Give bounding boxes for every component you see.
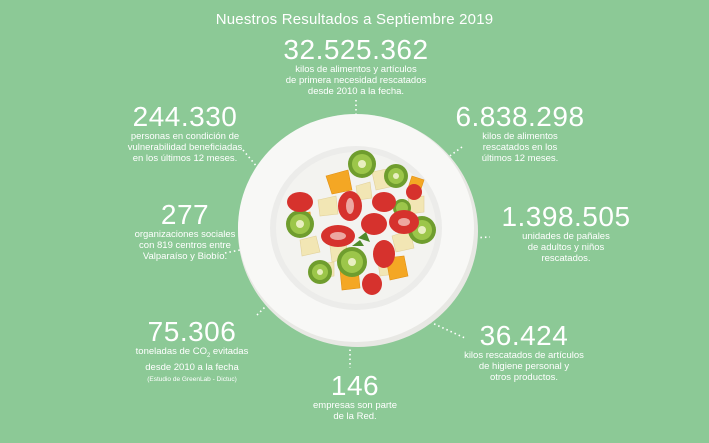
stat-companies: 146 empresas son parte de la Red. bbox=[280, 370, 430, 423]
stat-value: 36.424 bbox=[479, 320, 569, 351]
stat-desc-line: personas en condición de bbox=[130, 131, 240, 142]
co2-text-end: evitadas bbox=[210, 346, 249, 357]
stat-value: 277 bbox=[160, 199, 210, 230]
stat-desc-line: de adultos y niños bbox=[527, 242, 605, 253]
stat-desc-line: toneladas de CO2 evitadas bbox=[112, 346, 272, 362]
stat-desc-line: kilos rescatados de artículos bbox=[464, 350, 584, 361]
stat-hygiene: 36.424 kilos rescatados de artículos de … bbox=[444, 320, 604, 384]
stat-desc-line: vulnerabilidad beneficiadas bbox=[127, 142, 243, 153]
stat-value: 1.398.505 bbox=[501, 201, 631, 232]
stat-desc-line: kilos de alimentos y artículos bbox=[295, 64, 417, 75]
stat-desc-line: en los últimos 12 meses. bbox=[132, 153, 238, 164]
stat-desc-line: últimos 12 meses. bbox=[481, 153, 559, 164]
stat-desc-line: empresas son parte bbox=[313, 400, 397, 411]
stat-people: 244.330 personas en condición de vulnera… bbox=[110, 101, 260, 165]
kiwi-slices bbox=[286, 150, 436, 284]
stat-desc-line: Valparaíso y Biobío. bbox=[142, 251, 228, 262]
fruit-salad bbox=[286, 150, 436, 295]
connector-top-right bbox=[446, 146, 463, 159]
stat-desc-line: otros productos. bbox=[489, 372, 559, 383]
stat-diapers: 1.398.505 unidades de pañales de adultos… bbox=[486, 201, 646, 265]
stat-desc-line: de primera necesidad rescatados bbox=[285, 75, 427, 86]
stat-desc-line: unidades de pañales bbox=[522, 231, 610, 242]
stat-desc-line: de la Red. bbox=[333, 411, 377, 422]
stat-food-12m: 6.838.298 kilos de alimentos rescatados … bbox=[440, 101, 600, 165]
co2-subscript: 2 bbox=[206, 352, 211, 359]
stat-desc-line: kilos de alimentos bbox=[482, 131, 558, 142]
stat-desc-line: desde 2010 a la fecha bbox=[145, 361, 239, 373]
stat-value: 146 bbox=[330, 370, 380, 401]
stat-value: 6.838.298 bbox=[455, 101, 585, 132]
stat-desc-line: organizaciones sociales bbox=[134, 229, 236, 240]
stat-value: 32.525.362 bbox=[283, 34, 429, 65]
stat-desc-line: desde 2010 a la fecha. bbox=[307, 86, 405, 97]
co2-text: toneladas de CO bbox=[135, 346, 207, 357]
stat-desc-line: de higiene personal y bbox=[478, 361, 570, 372]
stat-value: 244.330 bbox=[132, 101, 238, 132]
stat-food-total: 32.525.362 kilos de alimentos y artículo… bbox=[250, 34, 462, 98]
connector-right bbox=[439, 236, 491, 241]
stat-desc-line: rescatados. bbox=[541, 253, 591, 264]
stat-desc-line: rescatados en los bbox=[482, 142, 558, 153]
connector-lines bbox=[224, 100, 491, 368]
stat-organizations: 277 organizaciones sociales con 819 cent… bbox=[110, 199, 260, 263]
connector-bottom-right bbox=[429, 321, 466, 339]
page-title: Nuestros Resultados a Septiembre 2019 bbox=[215, 11, 494, 28]
stat-co2: 75.306 toneladas de CO2 evitadas desde 2… bbox=[112, 318, 272, 384]
stat-source-note: (Estudio de GreenLab - Dictuc) bbox=[147, 375, 237, 383]
stat-value: 75.306 bbox=[147, 316, 237, 347]
stat-desc-line: con 819 centros entre bbox=[139, 240, 231, 251]
